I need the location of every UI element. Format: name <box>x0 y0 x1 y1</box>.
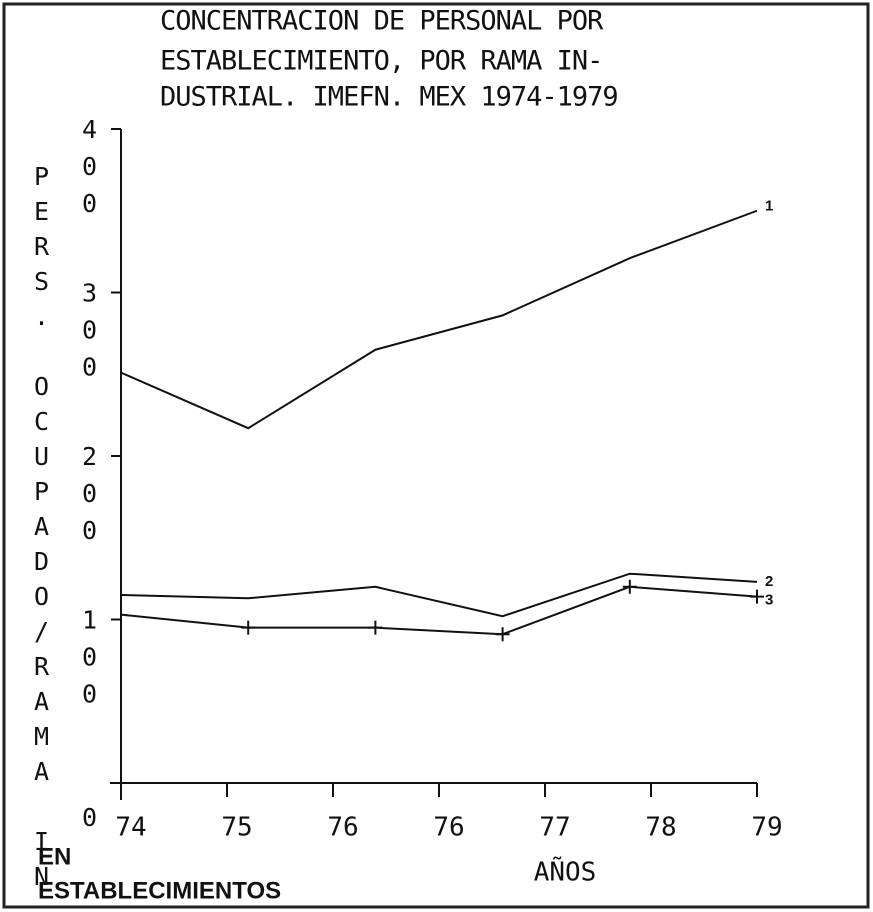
series-label: 1 <box>765 198 773 215</box>
x-tick-label: 78 <box>645 813 676 843</box>
y-axis-label: PERS. OCUPADO/RAMA IN <box>27 162 56 897</box>
line <box>120 585 758 636</box>
y-tick-label: 100 <box>75 606 104 717</box>
series-label: 3 <box>765 592 773 609</box>
x-tick-label: 76 <box>327 813 358 843</box>
y-tick-label: 300 <box>75 279 104 390</box>
y-tick-label: 0 <box>75 803 104 840</box>
line <box>120 209 758 430</box>
marker <box>622 579 637 594</box>
y-tick-label: 400 <box>75 115 104 226</box>
title-line: ESTABLECIMIENTO, POR RAMA IN- <box>160 46 602 77</box>
y-axis-label-extra: ESTABLECIMIENTOS <box>38 877 281 904</box>
y-axis-label-extra: EN <box>38 843 71 870</box>
x-tick-label: 79 <box>751 813 782 843</box>
marker <box>495 627 510 642</box>
y-tick-label: 200 <box>75 442 104 553</box>
title-line: DUSTRIAL. IMEFN. MEX 1974-1979 <box>160 82 618 113</box>
marker <box>750 589 764 604</box>
line <box>120 572 758 618</box>
series-label: 2 <box>765 573 773 590</box>
x-tick-label: 74 <box>115 813 146 843</box>
x-tick-label: 77 <box>539 813 570 843</box>
marker <box>241 620 256 635</box>
x-tick-label: 75 <box>221 813 252 843</box>
title-line: CONCENTRACION DE PERSONAL POR <box>160 6 604 37</box>
x-axis-label: AÑOS <box>534 856 597 888</box>
x-tick-label: 76 <box>433 813 464 843</box>
marker <box>368 620 383 635</box>
